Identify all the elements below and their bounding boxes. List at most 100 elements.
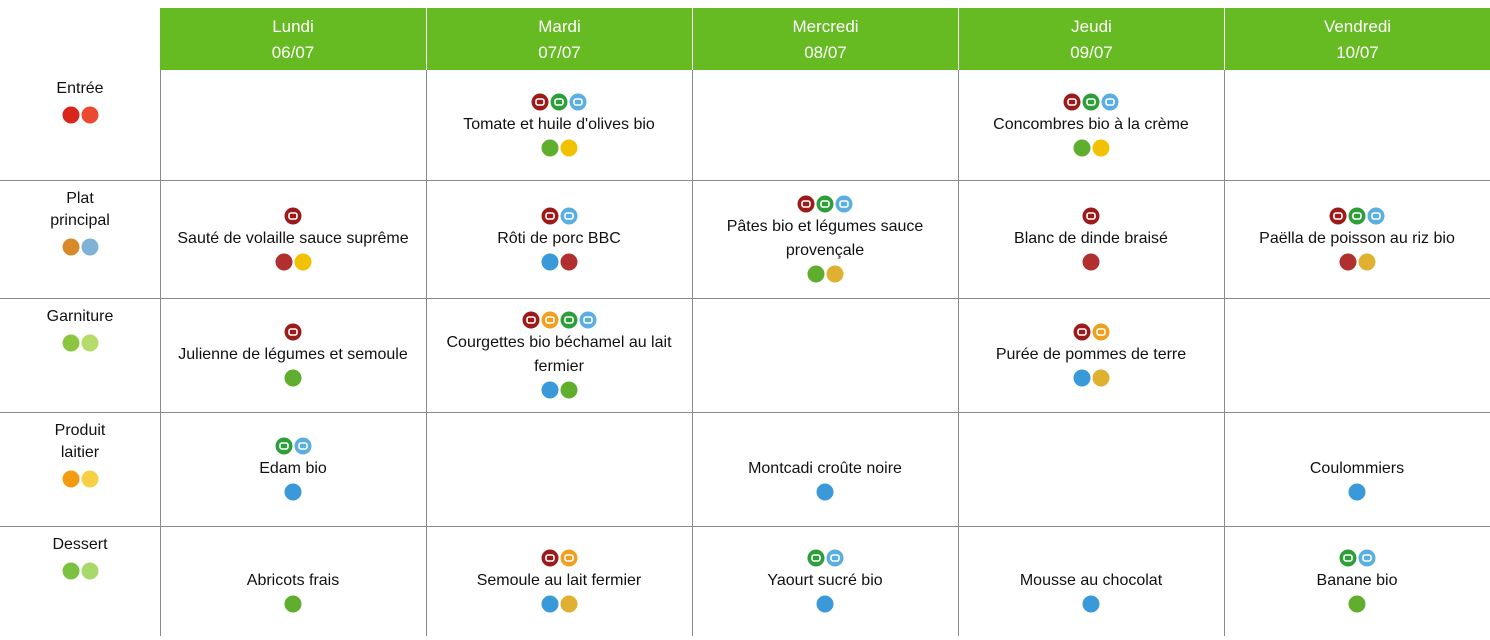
- icon: [541, 381, 558, 399]
- icon: [284, 483, 302, 501]
- icon: [62, 238, 79, 256]
- day-name: Mercredi: [792, 17, 859, 36]
- day-name: Vendredi: [1323, 17, 1392, 36]
- menu-cell: Courgettes bio béchamel au lait fermier: [426, 298, 692, 412]
- label-icons: [797, 193, 853, 215]
- icon: [1092, 139, 1109, 157]
- icon: [1101, 93, 1119, 111]
- row-icon: [62, 468, 99, 490]
- row-label-text: Garniture: [46, 308, 114, 325]
- icon: [541, 253, 558, 271]
- dish-name: Rôti de porc BBC: [497, 230, 621, 247]
- icon: [1082, 253, 1100, 271]
- icon: [1348, 207, 1366, 225]
- menu-cell: Blanc de dinde braisé: [958, 180, 1224, 298]
- row-label: Plat principal: [0, 180, 160, 298]
- dish-name: Sauté de volaille sauce suprême: [177, 230, 409, 247]
- row-icon: [62, 236, 99, 258]
- col-line: [160, 70, 161, 636]
- dish-name: Concombres bio à la crème: [993, 116, 1189, 133]
- day-header: Jeudi 09/07: [959, 8, 1224, 70]
- dish-name: Blanc de dinde braisé: [1014, 230, 1168, 247]
- dish-name: Edam bio: [259, 460, 327, 477]
- label-icons: [1063, 91, 1119, 113]
- label-icons: [275, 435, 312, 457]
- icon: [1092, 369, 1109, 387]
- row-line: [0, 180, 1490, 181]
- icon: [1073, 139, 1090, 157]
- label-icons: [807, 547, 844, 569]
- icon: [541, 139, 558, 157]
- icon: [81, 562, 98, 580]
- icon: [1348, 595, 1366, 613]
- icon: [275, 253, 292, 271]
- icon: [816, 195, 834, 213]
- icon: [541, 311, 558, 329]
- day-header: Lundi 06/07: [160, 8, 426, 70]
- col-line: [692, 70, 693, 636]
- label-icons: [1339, 547, 1376, 569]
- menu-cell: Abricots frais: [160, 526, 426, 636]
- menu-cell: Yaourt sucré bio: [692, 526, 958, 636]
- icon: [807, 549, 824, 567]
- icon: [1063, 93, 1081, 111]
- dish-name: Coulommiers: [1309, 460, 1405, 477]
- icon: [81, 334, 98, 352]
- icon: [569, 93, 587, 111]
- icon: [1082, 207, 1100, 225]
- ingredient-icons: [541, 251, 578, 273]
- label-icons: [284, 321, 302, 343]
- row-label-text: Produit laitier: [54, 422, 106, 461]
- ingredient-icons: [541, 137, 578, 159]
- day-date: 06/07: [271, 43, 315, 62]
- day-name: Jeudi: [1071, 17, 1112, 36]
- dish-name: Purée de pommes de terre: [995, 346, 1187, 363]
- row-label: Garniture: [0, 298, 160, 412]
- icon: [1348, 483, 1366, 501]
- icon: [62, 334, 79, 352]
- menu-cell: Sauté de volaille sauce suprême: [160, 180, 426, 298]
- icon: [826, 265, 843, 283]
- row-label-text: Dessert: [52, 536, 108, 553]
- icon: [275, 437, 292, 455]
- col-line: [958, 70, 959, 636]
- label-icons: [1082, 205, 1100, 227]
- day-date: 08/07: [804, 43, 847, 62]
- icon: [560, 207, 577, 225]
- day-name: Lundi: [272, 17, 314, 36]
- menu-cell: Tomate et huile d'olives bio: [426, 70, 692, 180]
- row-label: Produit laitier: [0, 412, 160, 526]
- menu-cell: Mousse au chocolat: [958, 526, 1224, 636]
- row-icon: [62, 104, 99, 126]
- row-line: [0, 526, 1490, 527]
- icon: [1073, 369, 1090, 387]
- icon: [560, 549, 577, 567]
- icon: [1329, 207, 1347, 225]
- menu-cell: Banane bio: [1224, 526, 1490, 636]
- label-icons: [531, 91, 587, 113]
- dish-name: Banane bio: [1316, 572, 1398, 589]
- icon: [560, 253, 577, 271]
- icon: [62, 470, 79, 488]
- icon: [81, 106, 98, 124]
- label-icons: [522, 309, 597, 331]
- icon: [807, 265, 824, 283]
- row-icon: [62, 332, 99, 354]
- menu-cell: Pâtes bio et légumes sauce provençale: [692, 180, 958, 298]
- icon: [1358, 253, 1375, 271]
- row-line: [0, 298, 1490, 299]
- ingredient-icons: [284, 367, 302, 389]
- icon: [560, 139, 577, 157]
- label-icons: [284, 205, 302, 227]
- menu-cell: Julienne de légumes et semoule: [160, 298, 426, 412]
- ingredient-icons: [1073, 367, 1110, 389]
- icon: [1367, 207, 1385, 225]
- icon: [541, 207, 558, 225]
- ingredient-icons: [1339, 251, 1376, 273]
- ingredient-icons: [1082, 251, 1100, 273]
- icon: [294, 253, 311, 271]
- icon: [797, 195, 815, 213]
- icon: [284, 323, 302, 341]
- icon: [284, 595, 302, 613]
- label-icons: [1073, 321, 1110, 343]
